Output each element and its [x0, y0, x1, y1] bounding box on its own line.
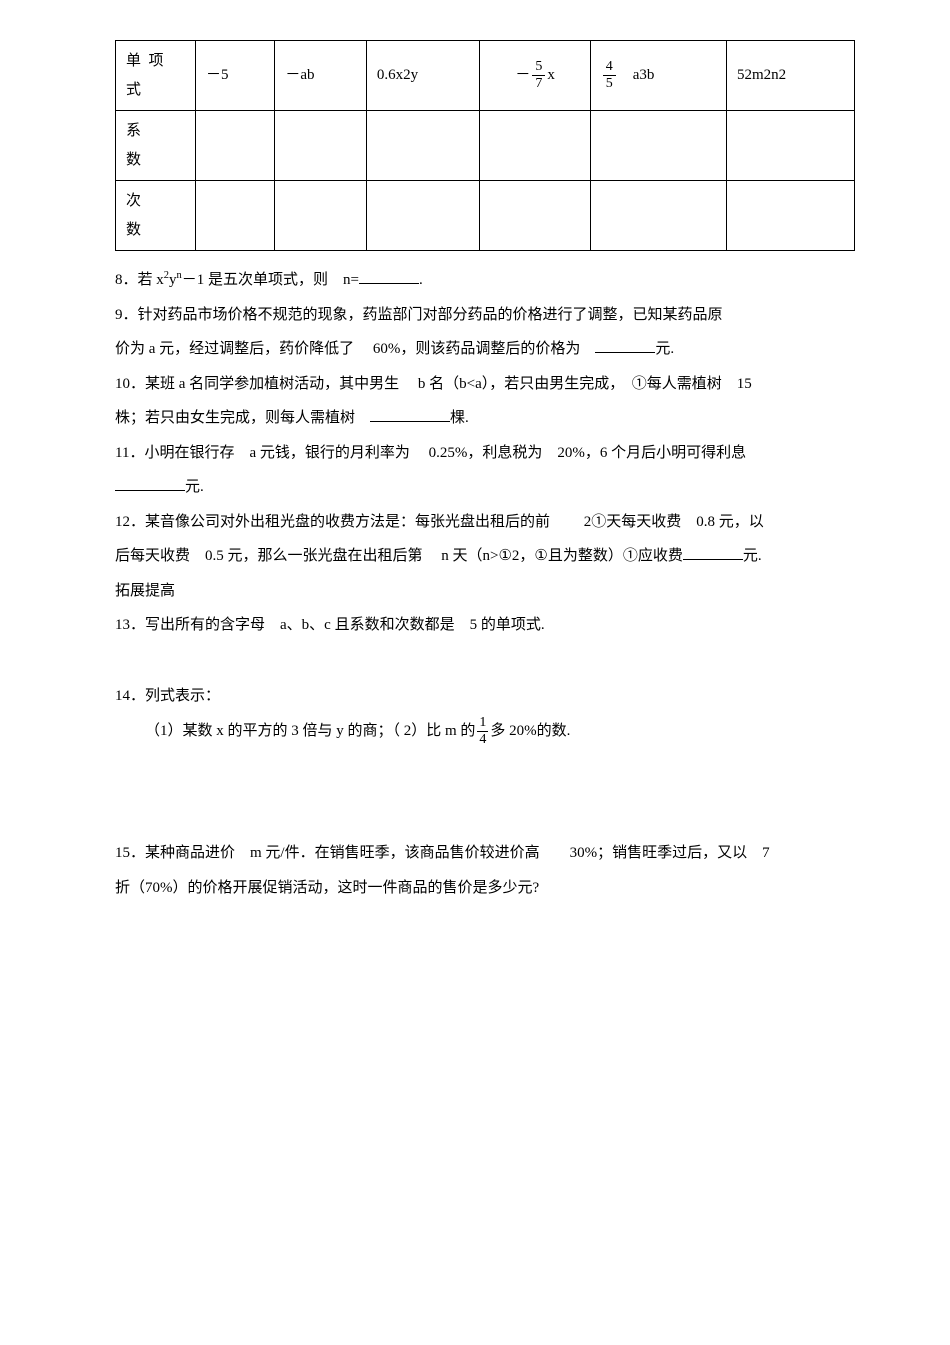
col-2: 0.6x2y — [366, 41, 480, 111]
col-1: －ab — [275, 41, 367, 111]
cell — [726, 111, 854, 181]
blank — [683, 544, 743, 561]
cell — [590, 181, 726, 251]
col-5: 52m2n2 — [726, 41, 854, 111]
q15-line2: 折（70%）的价格开展促销活动，这时一件商品的售价是多少元? — [115, 874, 855, 903]
row-label: 次 数 — [116, 181, 196, 251]
cell — [590, 111, 726, 181]
q11-line1: 11．小明在银行存 a 元钱，银行的月利率为 0.25%，利息税为 20%，6 … — [115, 439, 855, 468]
cell — [366, 181, 480, 251]
cell — [480, 111, 590, 181]
q13: 13．写出所有的含字母 a、b、c 且系数和次数都是 5 的单项式. — [115, 611, 855, 640]
cell — [275, 181, 367, 251]
q11-line2: 元. — [115, 473, 855, 502]
q10-line1: 10．某班 a 名同学参加植树活动，其中男生 b 名（b<a），若只由男生完成，… — [115, 370, 855, 399]
q12-line2: 后每天收费 0.5 元，那么一张光盘在出租后第 n 天（n>①2，①且为整数）①… — [115, 542, 855, 571]
col-4: 45 a3b — [590, 41, 726, 111]
q12-line3: 拓展提高 — [115, 577, 855, 606]
q8: 8．若 x2yn－1 是五次单项式，则 n=. — [115, 266, 855, 295]
q9-line1: 9．针对药品市场价格不规范的现象，药监部门对部分药品的价格进行了调整，已知某药品… — [115, 301, 855, 330]
cell — [196, 111, 275, 181]
q14: 14．列式表示： — [115, 682, 855, 711]
q15-line1: 15．某种商品进价 m 元/件．在销售旺季，该商品售价较进价高 30%；销售旺季… — [115, 839, 855, 868]
cell — [196, 181, 275, 251]
cell — [726, 181, 854, 251]
blank — [595, 337, 655, 354]
blank — [370, 406, 450, 423]
cell — [275, 111, 367, 181]
col-3: －57x — [480, 41, 590, 111]
q12-line1: 12．某音像公司对外出租光盘的收费方法是：每张光盘出租后的前 2①天每天收费 0… — [115, 508, 855, 537]
monomial-table: 单项式 －5 －ab 0.6x2y －57x 45 a3b 52m2n2 系 数… — [115, 40, 855, 251]
col-0: －5 — [196, 41, 275, 111]
row-label: 系 数 — [116, 111, 196, 181]
blank — [359, 268, 419, 285]
q10-line2: 株；若只由女生完成，则每人需植树 棵. — [115, 404, 855, 433]
q9-line2: 价为 a 元，经过调整后，药价降低了 60%，则该药品调整后的价格为 元. — [115, 335, 855, 364]
row-label: 单项式 — [116, 41, 196, 111]
cell — [366, 111, 480, 181]
cell — [480, 181, 590, 251]
blank — [115, 475, 185, 492]
q14-sub: （1）某数 x 的平方的 3 倍与 y 的商；（ 2）比 m 的14多 20%的… — [115, 716, 855, 747]
